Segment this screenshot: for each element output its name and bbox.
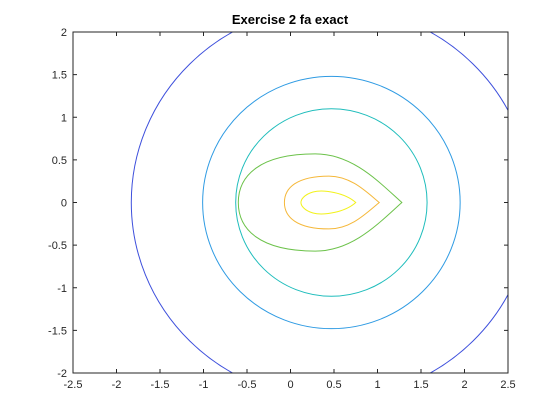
contour-line-6: [300, 190, 357, 215]
contour-line-4: [237, 153, 403, 252]
chart-title: Exercise 2 fa exact: [232, 12, 349, 27]
x-tick-label: 0: [287, 379, 293, 391]
contour-line-3: [235, 108, 428, 297]
y-tick-label: -0.5: [48, 240, 67, 252]
x-tick-label: -0.5: [238, 379, 257, 391]
contour-line-1: [130, 32, 508, 373]
x-tick-label: -2: [112, 379, 122, 391]
x-tick-label: 0.5: [326, 379, 341, 391]
x-tick-label: -1.5: [151, 379, 170, 391]
x-tick-label: 2: [461, 379, 467, 391]
y-tick-label: 1.5: [52, 70, 67, 82]
contour-line-5: [283, 175, 381, 230]
plot-area: [73, 32, 508, 373]
tick-marks: [72, 31, 509, 374]
y-tick-label: 0: [61, 198, 67, 210]
contour-lines: [130, 32, 508, 373]
x-tick-label: 2.5: [500, 379, 515, 391]
y-tick-label: 2: [61, 27, 67, 39]
y-tick-label: -1: [57, 283, 67, 295]
x-tick-label: 1: [374, 379, 380, 391]
y-tick-label: -1.5: [48, 325, 67, 337]
x-tick-label: -2.5: [64, 379, 83, 391]
tick-labels: -2.5 -2 -1.5 -1 -0.5 0 0.5 1 1.5 2 2.5-2-1.5-1-0.5…: [48, 27, 516, 391]
y-tick-label: 0.5: [52, 155, 67, 167]
x-tick-label: -1: [199, 379, 209, 391]
contour-line-2: [202, 75, 461, 330]
x-tick-label: 1.5: [413, 379, 428, 391]
y-tick-label: -2: [57, 368, 67, 380]
y-tick-label: 1: [61, 112, 67, 124]
